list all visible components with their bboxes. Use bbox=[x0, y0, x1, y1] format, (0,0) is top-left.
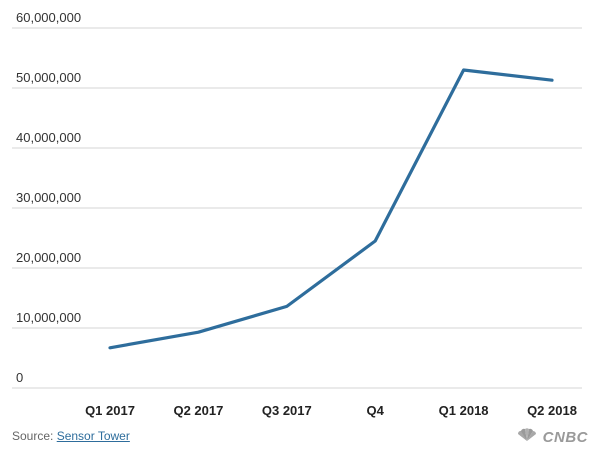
y-tick-label: 0 bbox=[16, 370, 23, 385]
x-tick-label: Q3 2017 bbox=[262, 403, 312, 418]
y-tick-label: 20,000,000 bbox=[16, 250, 81, 265]
y-tick-label: 50,000,000 bbox=[16, 70, 81, 85]
cnbc-logo: CNBC bbox=[516, 428, 588, 447]
y-tick-label: 60,000,000 bbox=[16, 10, 81, 25]
source-link[interactable]: Sensor Tower bbox=[56, 429, 130, 443]
x-tick-label: Q1 2017 bbox=[85, 403, 135, 418]
x-tick-label: Q2 2017 bbox=[173, 403, 223, 418]
logo-text: CNBC bbox=[542, 429, 588, 446]
peacock-icon bbox=[516, 428, 538, 447]
y-axis-ticks: 0 10,000,000 20,000,000 30,000,000 40,000,00… bbox=[16, 10, 81, 385]
x-tick-label: Q1 2018 bbox=[439, 403, 489, 418]
x-axis-ticks: Q1 2017 Q2 2017 Q3 2017 Q42017 Q1 2018 Q2 201… bbox=[85, 403, 577, 420]
source-prefix: Source: bbox=[12, 429, 57, 443]
series bbox=[108, 68, 554, 350]
y-tick-label: 40,000,000 bbox=[16, 130, 81, 145]
series-line bbox=[108, 68, 554, 350]
line-chart: 0 10,000,000 20,000,000 30,000,000 40,000,00… bbox=[12, 10, 582, 420]
source-note: Source: Sensor Tower bbox=[12, 429, 130, 443]
x-tick-label: Q42017 bbox=[361, 403, 390, 420]
x-tick-label: Q2 2018 bbox=[527, 403, 577, 418]
grid-lines bbox=[12, 27, 582, 389]
y-tick-label: 10,000,000 bbox=[16, 310, 81, 325]
y-tick-label: 30,000,000 bbox=[16, 190, 81, 205]
